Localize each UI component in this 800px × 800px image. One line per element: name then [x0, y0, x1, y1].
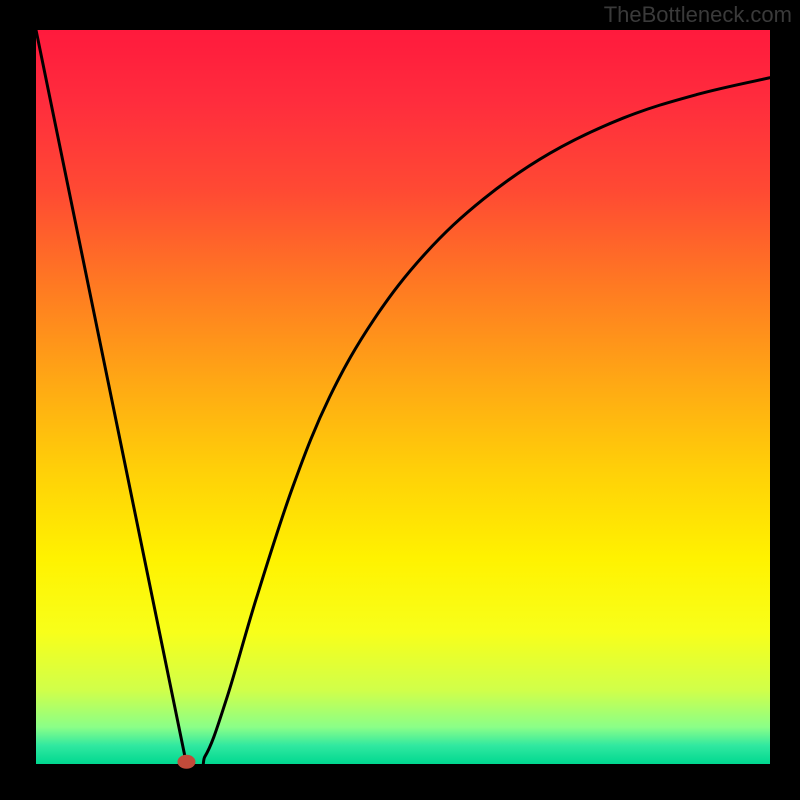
chart-container: TheBottleneck.com — [0, 0, 800, 800]
dip-marker — [177, 755, 195, 769]
watermark-text: TheBottleneck.com — [604, 2, 792, 28]
bottleneck-chart — [0, 0, 800, 800]
plot-background-gradient — [36, 30, 770, 764]
